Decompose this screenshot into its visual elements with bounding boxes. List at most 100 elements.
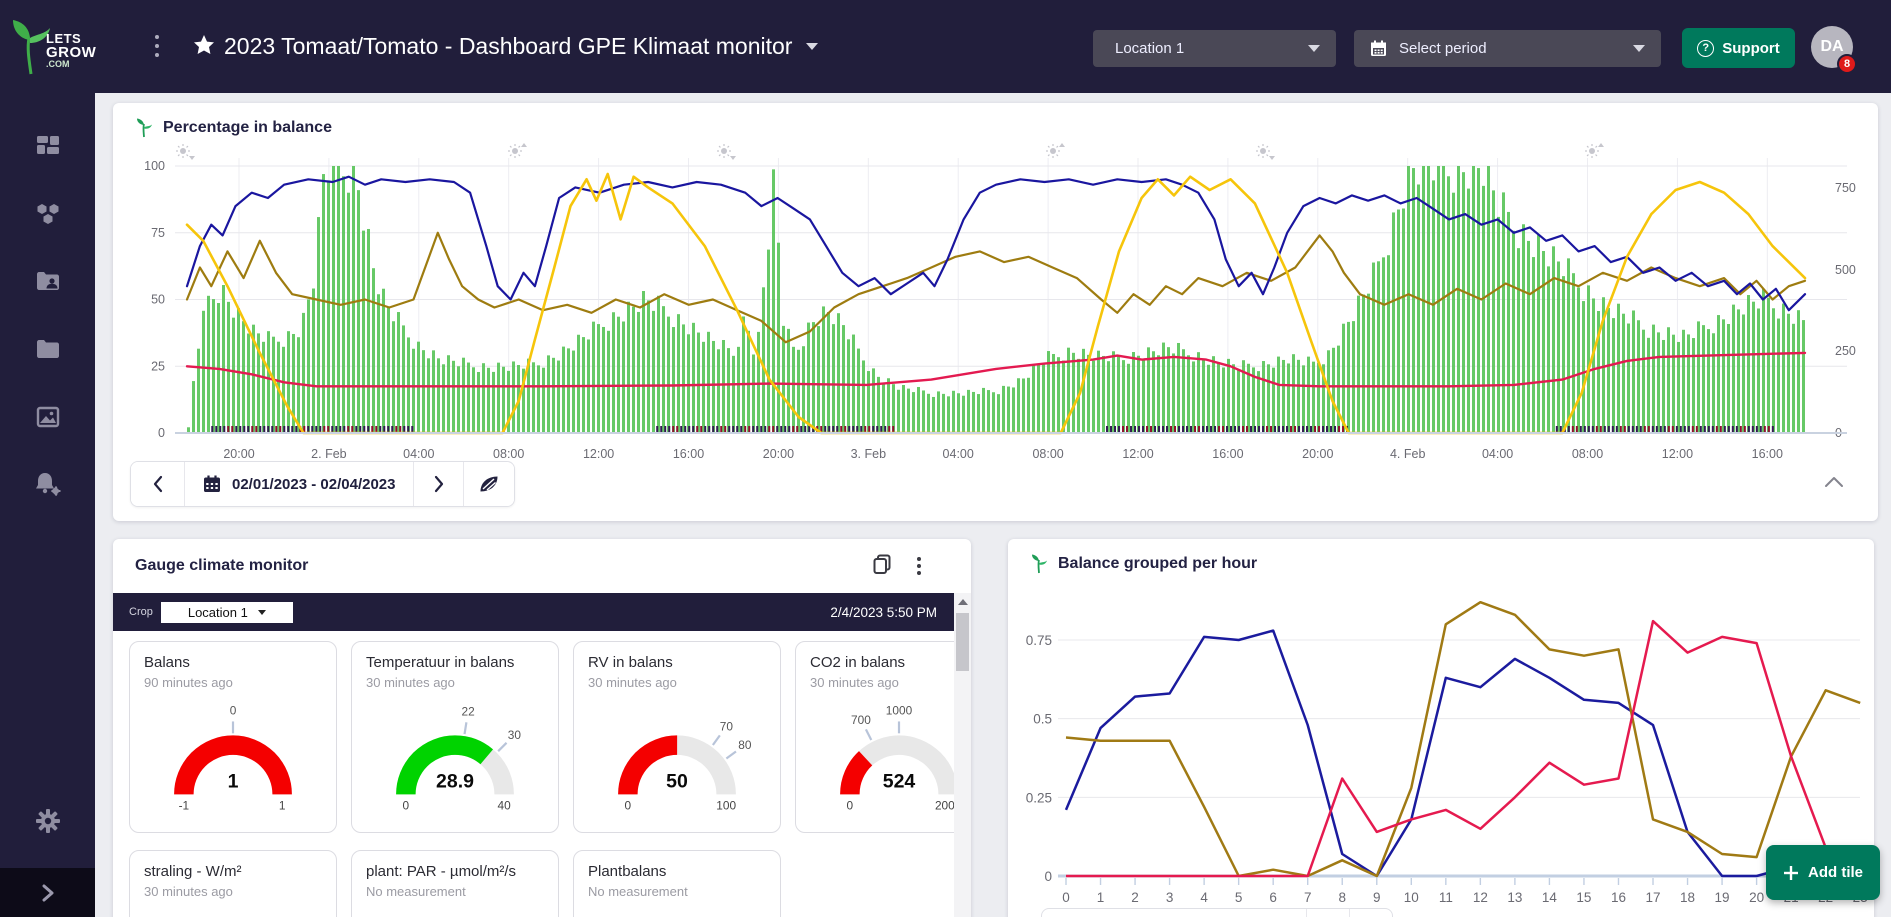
tile-title: straling - W/m² — [144, 863, 242, 880]
add-tile-button[interactable]: Add tile — [1766, 845, 1880, 900]
svg-text:15: 15 — [1576, 890, 1591, 905]
sidebar-item-dashboards[interactable] — [0, 125, 95, 165]
gauge-tile[interactable]: Plantbalans No measurement — [573, 850, 781, 917]
svg-text:500: 500 — [1835, 263, 1856, 277]
letsgrow-logo[interactable]: LETS GROW .COM — [10, 18, 96, 76]
svg-text:22: 22 — [462, 705, 475, 719]
tile-subtitle: 30 minutes ago — [144, 884, 233, 899]
sunrise-icon — [1585, 143, 1604, 158]
plus-icon — [1784, 865, 1798, 880]
svg-text:2. Feb: 2. Feb — [311, 447, 346, 461]
svg-text:08:00: 08:00 — [1572, 447, 1603, 461]
location-select[interactable]: Location 1 — [1093, 30, 1336, 67]
svg-text:20:00: 20:00 — [763, 447, 794, 461]
panel-title: Balance grouped per hour — [1058, 555, 1258, 572]
svg-text:12:00: 12:00 — [1662, 447, 1693, 461]
sidebar-item-folder[interactable] — [0, 329, 95, 369]
svg-text:700: 700 — [851, 713, 871, 727]
svg-text:0: 0 — [403, 799, 410, 813]
svg-text:8: 8 — [1338, 890, 1346, 905]
gauge-tile[interactable]: RV in balans 30 minutes ago 70 80 50 0 100 — [573, 641, 781, 833]
svg-text:70: 70 — [720, 720, 734, 734]
user-avatar[interactable]: DA 8 — [1811, 26, 1857, 74]
scroll-up-arrow[interactable] — [954, 593, 971, 610]
sunrise-icon — [1046, 143, 1065, 158]
crop-location-select[interactable]: Location 1 — [160, 601, 293, 623]
svg-text:1: 1 — [228, 771, 239, 793]
logo-line1: LETS — [46, 30, 82, 46]
gauge: 22 30 28.9 0 40 — [396, 705, 521, 813]
svg-text:3. Feb: 3. Feb — [851, 447, 886, 461]
app-header: LETS GROW .COM 2023 Tomaat/Tomato - Dash… — [0, 0, 1891, 93]
svg-text:10: 10 — [1404, 890, 1419, 905]
prev-period-button[interactable] — [131, 462, 185, 506]
next-period-button[interactable] — [414, 462, 465, 506]
duplicate-widget-button[interactable] — [873, 554, 891, 579]
percentage-in-balance-panel: Percentage in balance 100 75 50 25 0 750 500 25… — [113, 103, 1878, 521]
svg-text:3: 3 — [1166, 890, 1174, 905]
svg-text:100: 100 — [716, 799, 736, 813]
date-range-display[interactable]: 02/01/2023 - 02/04/2023 — [185, 462, 415, 506]
sidebar-item-images[interactable] — [0, 397, 95, 437]
gauge-tile[interactable]: CO2 in balans 30 minutes ago 700 1000 524 0 20… — [795, 641, 971, 833]
gauge-climate-monitor-panel: Gauge climate monitor Crop Location 1 — [113, 539, 971, 917]
sunset-icon — [176, 144, 195, 160]
tile-title: Plantbalans — [588, 863, 667, 880]
growing-period-button[interactable] — [464, 462, 515, 506]
sidebar-item-settings[interactable] — [0, 801, 95, 841]
help-icon: ? — [1697, 39, 1715, 57]
sidebar — [0, 93, 95, 917]
svg-text:0: 0 — [847, 799, 854, 813]
collapse-panel-button[interactable] — [1824, 475, 1844, 493]
sidebar-item-alerts[interactable] — [0, 464, 95, 504]
hour-chart-date-navigator[interactable] — [1041, 908, 1393, 917]
tile-title: CO2 in balans — [810, 654, 906, 671]
svg-text:19: 19 — [1715, 890, 1730, 905]
svg-text:13: 13 — [1507, 890, 1522, 905]
gauge-tiles-grid: Balans 90 minutes ago 0 1 -1 1 Temperatuur in … — [113, 631, 971, 917]
widget-scrollbar[interactable] — [954, 593, 971, 917]
support-button[interactable]: ? Support — [1682, 28, 1795, 68]
sprout-icon — [137, 118, 152, 138]
period-select[interactable]: Select period — [1354, 30, 1661, 67]
gauge: 70 80 50 0 100 — [618, 720, 752, 813]
svg-text:16:00: 16:00 — [1212, 447, 1243, 461]
gauge-tile[interactable]: plant: PAR - µmol/m²/s No measurement — [351, 850, 559, 917]
favorite-star-icon[interactable] — [192, 33, 216, 57]
gauge-tile[interactable]: straling - W/m² 30 minutes ago — [129, 850, 337, 917]
svg-text:04:00: 04:00 — [403, 447, 434, 461]
chevron-left-icon — [153, 475, 162, 493]
sidebar-item-shared-folder[interactable] — [0, 261, 95, 301]
title-dropdown-caret-icon[interactable] — [806, 43, 819, 50]
settings-gear-icon — [35, 809, 60, 833]
svg-text:50: 50 — [666, 771, 688, 793]
gauge-tile[interactable]: Balans 90 minutes ago 0 1 -1 1 — [129, 641, 337, 833]
gauge-tile[interactable]: Temperatuur in balans 30 minutes ago 22 30 2… — [351, 641, 559, 833]
dashboard-menu-kebab-icon[interactable] — [148, 33, 166, 59]
period-select-value: Select period — [1399, 40, 1487, 57]
svg-text:524: 524 — [883, 771, 916, 793]
svg-text:11: 11 — [1439, 890, 1453, 905]
chevron-down-icon — [257, 609, 266, 615]
svg-text:28.9: 28.9 — [436, 771, 474, 793]
expand-sidebar-button[interactable] — [0, 868, 95, 917]
svg-text:04:00: 04:00 — [943, 447, 974, 461]
tile-subtitle: 30 minutes ago — [588, 675, 677, 690]
svg-text:0: 0 — [1062, 890, 1070, 905]
notification-badge: 8 — [1837, 54, 1857, 74]
location-select-value: Location 1 — [1115, 40, 1185, 57]
sunrise-icon — [508, 143, 527, 158]
date-range-navigator: 02/01/2023 - 02/04/2023 — [130, 461, 516, 507]
chevron-right-icon — [42, 884, 53, 901]
tile-title: plant: PAR - µmol/m²/s — [366, 863, 517, 880]
svg-text:250: 250 — [1835, 344, 1856, 358]
chevron-down-icon — [1633, 45, 1645, 52]
scrollbar-thumb[interactable] — [956, 613, 969, 671]
widget-menu-kebab-icon[interactable] — [917, 557, 921, 575]
svg-text:80: 80 — [738, 738, 752, 752]
svg-text:0: 0 — [158, 426, 165, 440]
sunset-icon — [717, 144, 736, 160]
sidebar-item-modules[interactable] — [0, 194, 95, 234]
svg-text:12:00: 12:00 — [1122, 447, 1153, 461]
